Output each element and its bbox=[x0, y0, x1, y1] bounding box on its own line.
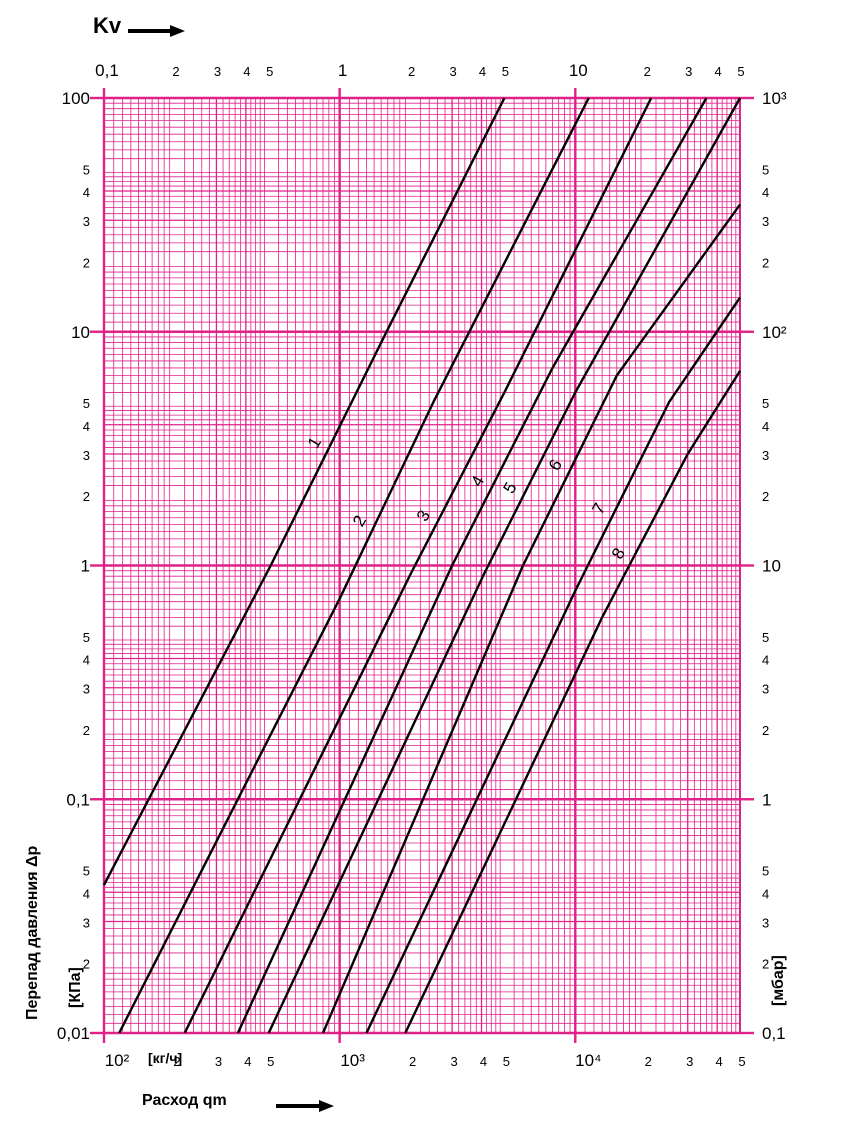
top-tick-label: 4 bbox=[715, 64, 722, 79]
bottom-tick-label: 2 bbox=[173, 1054, 180, 1069]
bottom-tick-label: 3 bbox=[686, 1054, 693, 1069]
top-tick-label: 2 bbox=[172, 64, 179, 79]
top-tick-label: 4 bbox=[479, 64, 486, 79]
series-line bbox=[236, 97, 708, 1034]
series-label: 3 bbox=[413, 507, 434, 525]
top-tick-label: 0,1 bbox=[95, 61, 119, 80]
series-label: 6 bbox=[545, 456, 566, 474]
right-tick-label: 10³ bbox=[762, 89, 787, 108]
left-tick-label: 3 bbox=[83, 682, 90, 697]
series-line bbox=[118, 97, 590, 1034]
left-tick-label: 4 bbox=[83, 185, 90, 200]
top-tick-label: 2 bbox=[644, 64, 651, 79]
top-tick-label: 4 bbox=[243, 64, 250, 79]
left-tick-label: 4 bbox=[83, 653, 90, 668]
bottom-tick-label: 5 bbox=[503, 1054, 510, 1069]
left-tick-label: 4 bbox=[83, 419, 90, 434]
right-tick-label: 4 bbox=[762, 653, 769, 668]
right-tick-label: 5 bbox=[762, 396, 769, 411]
top-tick-label: 5 bbox=[737, 64, 744, 79]
right-tick-label: 2 bbox=[762, 723, 769, 738]
series-line bbox=[183, 97, 653, 1034]
top-tick-label: 5 bbox=[502, 64, 509, 79]
right-tick-label: 10 bbox=[762, 557, 781, 576]
top-tick-label: 3 bbox=[449, 64, 456, 79]
series-line bbox=[404, 370, 742, 1034]
bottom-tick-label: 4 bbox=[480, 1054, 487, 1069]
series-label: 1 bbox=[304, 434, 325, 452]
right-tick-label: 5 bbox=[762, 864, 769, 879]
bottom-tick-label: 4 bbox=[244, 1054, 251, 1069]
top-tick-label: 3 bbox=[685, 64, 692, 79]
top-tick-label: 5 bbox=[266, 64, 273, 79]
left-tick-label: 0,1 bbox=[66, 790, 90, 809]
left-tick-label: 2 bbox=[83, 255, 90, 270]
left-axis-title: Перепад давления Δp bbox=[24, 845, 41, 1020]
bottom-tick-label: 10⁴ bbox=[575, 1051, 601, 1070]
right-tick-label: 3 bbox=[762, 214, 769, 229]
left-tick-label: 3 bbox=[83, 915, 90, 930]
left-tick-label: 1 bbox=[81, 557, 90, 576]
left-tick-label: 4 bbox=[83, 886, 90, 901]
right-tick-label: 2 bbox=[762, 255, 769, 270]
left-tick-label: 5 bbox=[83, 396, 90, 411]
bottom-tick-label: 3 bbox=[450, 1054, 457, 1069]
series-label: 7 bbox=[588, 500, 609, 518]
left-tick-label: 3 bbox=[83, 448, 90, 463]
top-tick-label: 10 bbox=[569, 61, 588, 80]
bottom-tick-label: 10³ bbox=[340, 1051, 365, 1070]
series-label: 5 bbox=[500, 479, 521, 497]
bottom-tick-label: 5 bbox=[267, 1054, 274, 1069]
series-label: 2 bbox=[349, 512, 370, 530]
right-tick-label: 5 bbox=[762, 630, 769, 645]
left-tick-label: 2 bbox=[83, 957, 90, 972]
right-tick-label: 4 bbox=[762, 419, 769, 434]
left-tick-label: 5 bbox=[83, 864, 90, 879]
left-unit: [КПа] bbox=[67, 967, 84, 1008]
left-tick-label: 0,01 bbox=[57, 1024, 90, 1043]
series-line bbox=[267, 97, 742, 1034]
series-line bbox=[321, 203, 741, 1034]
right-tick-label: 3 bbox=[762, 682, 769, 697]
left-tick-label: 100 bbox=[62, 89, 90, 108]
right-tick-label: 4 bbox=[762, 886, 769, 901]
grid bbox=[90, 88, 754, 1043]
bottom-tick-label: 2 bbox=[645, 1054, 652, 1069]
curves bbox=[102, 97, 742, 1034]
right-tick-label: 3 bbox=[762, 448, 769, 463]
bottom-unit: [кг/ч] bbox=[148, 1050, 182, 1066]
left-tick-label: 3 bbox=[83, 214, 90, 229]
bottom-tick-label: 3 bbox=[215, 1054, 222, 1069]
flow-arrow-icon bbox=[276, 1100, 334, 1112]
bottom-tick-label: 2 bbox=[409, 1054, 416, 1069]
right-tick-label: 4 bbox=[762, 185, 769, 200]
right-tick-label: 2 bbox=[762, 957, 769, 972]
left-tick-label: 10 bbox=[71, 323, 90, 342]
kv-arrow-icon bbox=[128, 25, 185, 37]
right-unit: [мбар] bbox=[770, 955, 787, 1006]
right-tick-label: 5 bbox=[762, 162, 769, 177]
top-tick-label: 1 bbox=[338, 61, 347, 80]
right-tick-label: 0,1 bbox=[762, 1024, 786, 1043]
bottom-tick-label: 10² bbox=[105, 1051, 130, 1070]
bottom-tick-label: 5 bbox=[738, 1054, 745, 1069]
left-tick-label: 5 bbox=[83, 630, 90, 645]
left-tick-label: 5 bbox=[83, 162, 90, 177]
bottom-axis-title: Расход qm bbox=[142, 1092, 227, 1109]
top-tick-label: 3 bbox=[214, 64, 221, 79]
series-line bbox=[365, 296, 741, 1034]
right-tick-label: 3 bbox=[762, 915, 769, 930]
left-tick-label: 2 bbox=[83, 489, 90, 504]
kv-axis-title: Kv bbox=[93, 13, 122, 38]
bottom-tick-label: 4 bbox=[716, 1054, 723, 1069]
right-tick-label: 10² bbox=[762, 323, 787, 342]
right-tick-label: 1 bbox=[762, 790, 771, 809]
top-tick-label: 2 bbox=[408, 64, 415, 79]
series-line bbox=[102, 97, 506, 886]
left-tick-label: 2 bbox=[83, 723, 90, 738]
right-tick-label: 2 bbox=[762, 489, 769, 504]
